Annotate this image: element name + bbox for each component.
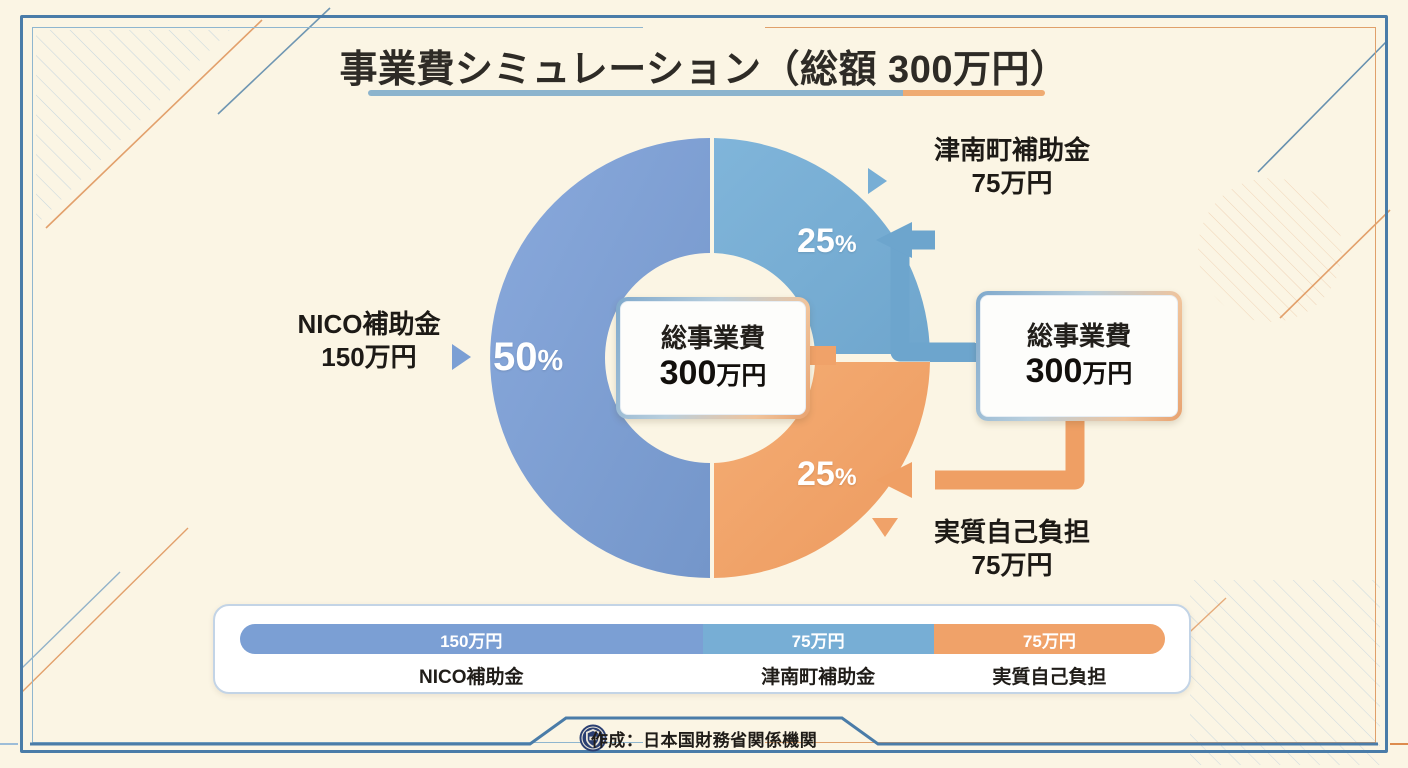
donut-segment-nico — [490, 138, 710, 578]
legend-series-name: 実質自己負担 — [992, 666, 1107, 688]
right-total-label: 総事業費 — [1026, 321, 1131, 352]
segment-percent-nico: 50% — [493, 335, 564, 379]
callout-label-town: 津南町補助金 75万円 — [933, 135, 1090, 199]
callout-label-nico: NICO補助金 150万円 — [297, 309, 441, 373]
footer-credit-text: 作成：日本国財務省関係機関 — [590, 731, 818, 750]
triangle-down-icon-self — [872, 518, 898, 537]
triangle-right-icon-town — [868, 168, 887, 194]
center-total-label: 総事業費 — [660, 323, 765, 354]
title-block: 事業費シミュレーション（総額 300万円） — [0, 38, 1408, 96]
shield-emblem-icon — [579, 724, 607, 752]
page-title: 事業費シミュレーション（総額 300万円） — [339, 49, 1069, 91]
segment-percent-self: 25% — [797, 455, 857, 493]
donut-chart — [490, 138, 930, 578]
center-total-amount: 300万円 — [659, 353, 767, 392]
legend-bar-segment: 75万円 — [702, 624, 934, 654]
triangle-right-icon-nico — [452, 344, 471, 370]
legend-series-name: 津南町補助金 — [761, 666, 876, 688]
legend-bar-segment: 150万円 — [240, 624, 703, 654]
donut-segment-town — [714, 138, 930, 354]
legend-names: NICO補助金 津南町補助金 実質自己負担 — [240, 660, 1165, 690]
legend-series-name: NICO補助金 — [418, 666, 524, 688]
segment-percent-town: 25% — [797, 222, 857, 260]
right-total-box: 総事業費 300万円 — [976, 291, 1182, 421]
footer-banner — [0, 716, 1408, 746]
legend-bar-segment: 75万円 — [933, 624, 1165, 654]
callout-label-self: 実質自己負担 75万円 — [933, 517, 1090, 581]
title-underline — [368, 90, 1045, 96]
donut-segment-self — [714, 362, 930, 578]
center-total-box: 総事業費 300万円 — [616, 297, 810, 419]
legend-bar: 150万円 75万円 75万円 — [240, 624, 1165, 654]
right-total-amount: 300万円 — [1025, 351, 1133, 390]
